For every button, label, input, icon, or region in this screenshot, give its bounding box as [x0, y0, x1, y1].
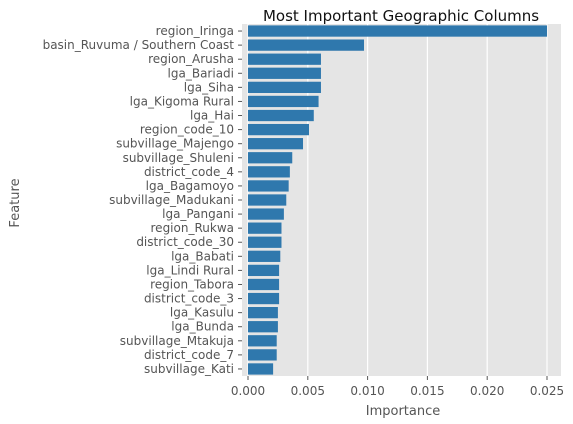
y-tick-label: subvillage_Majengo — [116, 137, 234, 151]
y-tick-label: lga_Bunda — [171, 320, 234, 334]
y-tick-label: district_code_7 — [144, 348, 234, 362]
x-tick-label: 0.000 — [231, 384, 265, 398]
y-tick-label: lga_Bariadi — [168, 66, 234, 80]
y-tick-label: lga_Hai — [190, 109, 234, 123]
bar-23 — [248, 349, 277, 361]
x-ticks: 0.000 0.005 0.010 0.015 0.020 0.025 — [231, 376, 564, 398]
y-tick-label: region_code_10 — [140, 123, 234, 137]
y-tick-label: lga_Babati — [171, 249, 234, 263]
chart-title: Most Important Geographic Columns — [263, 7, 539, 25]
x-tick-label: 0.005 — [291, 384, 325, 398]
bar-17 — [248, 264, 280, 277]
y-tick-label: basin_Ruvuma / Southern Coast — [43, 38, 235, 52]
bar-7 — [248, 123, 309, 136]
y-tick-label: region_Arusha — [148, 52, 234, 66]
bar-21 — [248, 321, 278, 333]
y-tick-label: lga_Lindi Rural — [146, 263, 234, 277]
y-tick-label: region_Rukwa — [151, 221, 234, 235]
bar-11 — [248, 180, 289, 192]
bar-8 — [248, 138, 304, 150]
bar-9 — [248, 152, 293, 164]
y-tick-label: district_code_30 — [136, 235, 234, 249]
bar-4 — [248, 81, 321, 93]
bar-10 — [248, 166, 290, 178]
y-tick-label: region_Iringa — [156, 24, 234, 38]
bar-12 — [248, 194, 287, 206]
y-tick-label: district_code_4 — [144, 165, 234, 179]
x-tick-label: 0.020 — [470, 384, 504, 398]
y-tick-label: lga_Siha — [184, 80, 234, 94]
y-tick-label: lga_Kasulu — [170, 306, 234, 320]
y-axis-label: Feature — [8, 178, 23, 227]
y-tick-label: subvillage_Madukani — [109, 193, 234, 207]
y-tick-label: lga_Kigoma Rural — [130, 94, 234, 108]
y-tick-label: subvillage_Kati — [144, 362, 234, 376]
bar-15 — [248, 236, 282, 248]
bar-1 — [248, 39, 365, 51]
y-tick-label: subvillage_Mtakuja — [120, 334, 234, 348]
y-tick-label: subvillage_Shuleni — [123, 151, 234, 165]
y-tick-label: district_code_3 — [144, 292, 234, 306]
bar-24 — [248, 363, 274, 375]
bar-14 — [248, 222, 282, 234]
y-tick-label: lga_Pangani — [162, 207, 234, 221]
x-tick-label: 0.015 — [410, 384, 444, 398]
y-tick-label: region_Tabora — [150, 277, 234, 291]
bar-5 — [248, 95, 319, 108]
x-tick-label: 0.025 — [530, 384, 564, 398]
x-tick-label: 0.010 — [350, 384, 384, 398]
bar-0 — [248, 25, 547, 37]
x-axis-label: Importance — [366, 404, 441, 419]
bar-6 — [248, 109, 314, 122]
bar-22 — [248, 335, 277, 347]
bar-18 — [248, 278, 280, 291]
bar-16 — [248, 250, 281, 262]
bars — [248, 25, 547, 375]
bar-13 — [248, 208, 284, 220]
bar-19 — [248, 292, 280, 305]
bar-3 — [248, 67, 321, 79]
bar-2 — [248, 53, 321, 65]
bar-20 — [248, 307, 278, 319]
y-tick-label: lga_Bagamoyo — [146, 179, 234, 193]
